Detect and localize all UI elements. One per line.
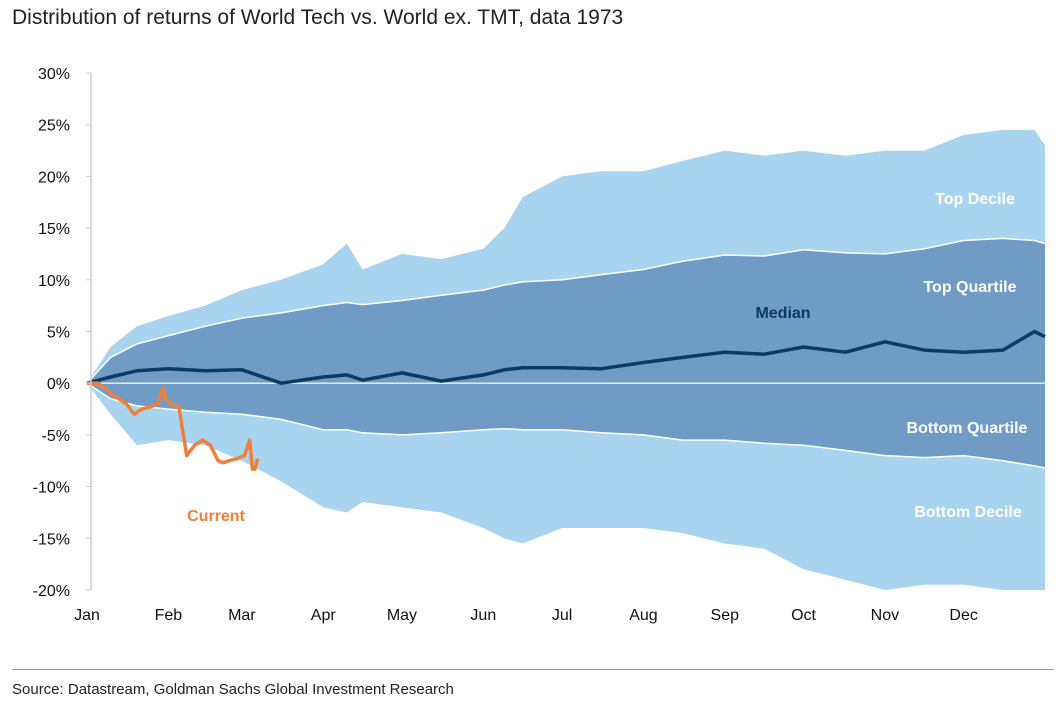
y-tick-label: 15%	[38, 221, 70, 238]
y-tick-label: 5%	[47, 325, 70, 342]
x-tick-label: Mar	[228, 607, 256, 624]
source-note: Source: Datastream, Goldman Sachs Global…	[12, 681, 454, 698]
y-tick-label: 25%	[38, 118, 70, 135]
median-line	[86, 329, 1046, 385]
current-line	[87, 381, 260, 471]
y-tick-label: 0%	[47, 376, 70, 393]
x-tick-label: Oct	[791, 607, 816, 624]
y-tick-label: -10%	[33, 480, 70, 497]
y-tick-label: -5%	[42, 428, 70, 445]
y-tick-label: -20%	[33, 583, 70, 600]
x-tick-label: Apr	[311, 607, 337, 624]
x-tick-label: Sep	[711, 607, 740, 624]
top-quartile-line	[86, 237, 1046, 384]
y-tick-label: 30%	[38, 66, 70, 83]
quartile-band	[87, 238, 1045, 468]
bottom-quartile-line	[86, 382, 1046, 469]
y-tick-label: 20%	[38, 169, 70, 186]
annotation-label: Top Decile	[935, 191, 1015, 208]
annotation-label: Median	[755, 305, 810, 322]
y-tick-label: -15%	[33, 531, 70, 548]
annotation-label: Top Quartile	[923, 279, 1016, 296]
x-tick-label: May	[387, 607, 417, 624]
annotation-label: Current	[187, 508, 245, 525]
annotation-label: Bottom Quartile	[907, 420, 1028, 437]
divider	[12, 669, 1054, 670]
x-tick-label: Aug	[629, 607, 657, 624]
x-tick-label: Jul	[552, 607, 572, 624]
x-tick-label: Nov	[871, 607, 899, 624]
x-tick-label: Dec	[949, 607, 977, 624]
x-tick-label: Feb	[155, 607, 183, 624]
x-tick-label: Jan	[74, 607, 100, 624]
chart: 30% 25% 20% 15% 10% 5% 0% -5% -10% -15% -20%Jan Feb…	[33, 66, 1046, 624]
y-tick-label: 10%	[38, 273, 70, 290]
chart-title: Distribution of returns of World Tech vs…	[12, 6, 624, 29]
x-tick-label: Jun	[470, 607, 496, 624]
annotation-label: Bottom Decile	[914, 504, 1022, 521]
